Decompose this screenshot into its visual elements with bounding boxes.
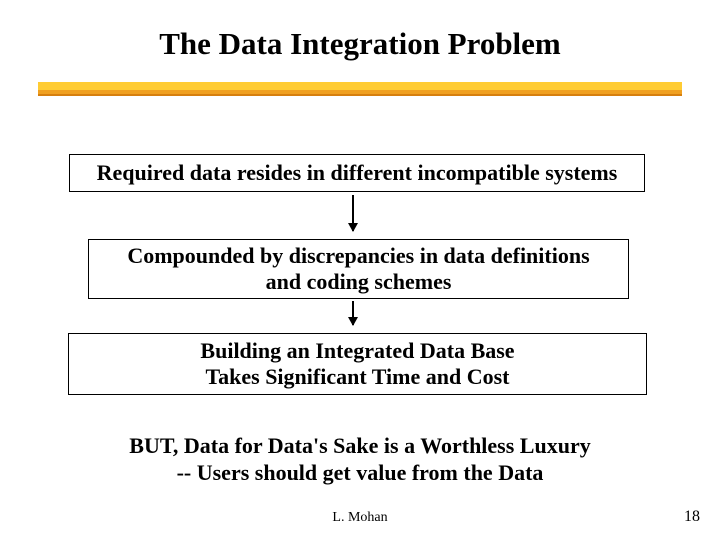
underline-stripe-1 — [38, 82, 682, 90]
flow-box-3: Building an Integrated Data Base Takes S… — [68, 333, 647, 395]
slide-title: The Data Integration Problem — [0, 26, 720, 62]
conclusion-text: BUT, Data for Data's Sake is a Worthless… — [98, 432, 622, 486]
flow-box-3-line-2: Takes Significant Time and Cost — [205, 364, 509, 390]
flow-box-2-line-2: and coding schemes — [266, 269, 452, 295]
conclusion-line-1: BUT, Data for Data's Sake is a Worthless… — [98, 432, 622, 459]
title-underline — [38, 82, 682, 96]
flow-arrow-1 — [352, 195, 354, 231]
footer-author: L. Mohan — [0, 510, 720, 526]
flow-box-1-line-1: Required data resides in different incom… — [97, 160, 618, 186]
flow-box-1: Required data resides in different incom… — [69, 154, 645, 192]
flow-box-2-line-1: Compounded by discrepancies in data defi… — [127, 243, 589, 269]
flow-box-2: Compounded by discrepancies in data defi… — [88, 239, 629, 299]
flow-arrow-2 — [352, 301, 354, 325]
conclusion-line-2: -- Users should get value from the Data — [98, 459, 622, 486]
slide: The Data Integration Problem Required da… — [0, 0, 720, 540]
footer-page-number: 18 — [640, 508, 700, 526]
flow-box-3-line-1: Building an Integrated Data Base — [200, 338, 514, 364]
underline-stripe-3 — [38, 94, 682, 96]
